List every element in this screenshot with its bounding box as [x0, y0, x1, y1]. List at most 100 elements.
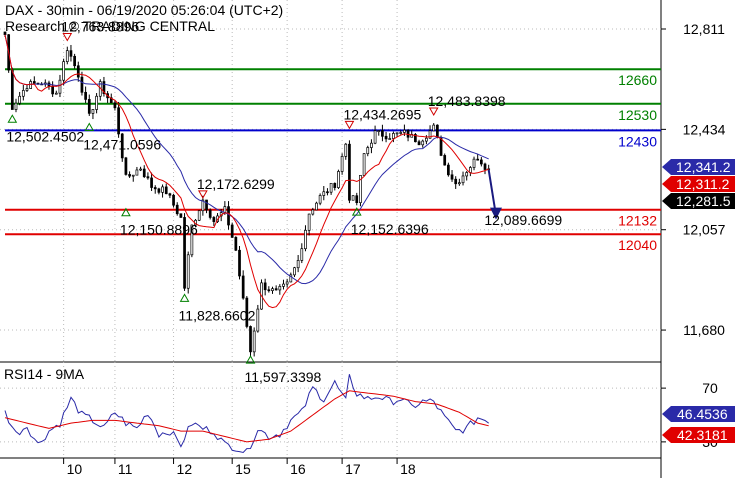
- candle-body: [326, 191, 329, 194]
- candle-body: [234, 237, 238, 251]
- candle-body: [271, 288, 274, 291]
- level-labels: 12660 12530 12430 12132 12040: [618, 72, 657, 253]
- level-label-12132: 12132: [618, 213, 657, 229]
- candle-body: [304, 229, 307, 250]
- candle-body: [172, 194, 175, 206]
- candle-body: [238, 249, 241, 277]
- forecast-arrow-head: [490, 207, 503, 220]
- candle-body: [483, 163, 487, 170]
- candle-body: [197, 210, 201, 221]
- candle-body: [282, 283, 285, 287]
- candle-body: [436, 124, 439, 138]
- annotation-label: 12,172.6299: [197, 176, 275, 192]
- level-label-12040: 12040: [618, 237, 657, 253]
- candle-body: [421, 140, 425, 146]
- candle-body: [62, 61, 65, 81]
- slow-moving-average-line: [4, 34, 489, 285]
- candle-body: [208, 209, 212, 218]
- candle-body: [109, 97, 113, 104]
- price-tick-label: 12,434: [683, 121, 726, 137]
- candle-body: [263, 282, 267, 291]
- candle-body: [95, 95, 98, 110]
- candle-body: [465, 172, 469, 177]
- candle-body: [58, 79, 62, 94]
- time-tick-label: 15: [235, 461, 251, 477]
- candle-body: [230, 224, 234, 238]
- annotation-label: 12,471.0596: [83, 137, 161, 153]
- candle-body: [351, 195, 355, 201]
- high-marker-icon: [428, 107, 439, 117]
- candle-body: [285, 281, 289, 285]
- candle-body: [417, 141, 421, 146]
- annotation-label: 12,502.4502: [6, 128, 84, 144]
- low-marker-icon: [351, 207, 362, 216]
- candle-body: [142, 168, 146, 178]
- candle-body: [124, 157, 128, 175]
- price-axis-ticks: 12,811 12,434 12,057 11,680: [661, 21, 726, 338]
- low-marker-icon: [121, 207, 131, 217]
- candle-body: [212, 217, 216, 222]
- candle-body: [120, 133, 124, 159]
- price-badge-last: [662, 193, 735, 209]
- forecast-arrow: [487, 169, 503, 220]
- candle-body: [278, 286, 282, 291]
- candle-body: [227, 206, 230, 226]
- price-badge-label: 12,341.2: [676, 159, 731, 175]
- candle-body: [157, 188, 161, 193]
- candle-body: [21, 90, 25, 97]
- candle-body: [113, 102, 117, 109]
- rsi-tick-label: 70: [702, 380, 718, 396]
- annotation-label: 12,150.8896: [120, 222, 198, 238]
- candle-body: [388, 138, 392, 140]
- candle-body: [414, 134, 417, 143]
- candle-body: [428, 130, 432, 139]
- candle-body: [128, 174, 131, 177]
- candle-body: [370, 142, 373, 148]
- candle-body: [348, 143, 351, 201]
- candle-body: [307, 213, 311, 231]
- candle-body: [205, 199, 208, 211]
- candle-body: [406, 129, 410, 138]
- candle-body: [355, 195, 359, 203]
- time-tick-label: 16: [290, 461, 306, 477]
- candle-body: [458, 182, 461, 185]
- candle-body: [150, 177, 153, 188]
- high-marker-icon: [198, 190, 208, 199]
- candle-body: [293, 267, 296, 276]
- price-badge-label: 12,311.2: [676, 176, 730, 192]
- annotation-label: 11,597.3398: [245, 369, 322, 385]
- rsi-badge-rsi: [662, 406, 735, 422]
- candle-body: [25, 88, 29, 91]
- price-badge-ma_fast: [662, 176, 735, 192]
- candle-body: [432, 124, 436, 132]
- rsi-moving-average-line: [4, 390, 489, 443]
- candle-body: [186, 254, 190, 289]
- rsi-badges: 46.4536 42.3181: [662, 406, 735, 443]
- chart-title: DAX - 30min - 06/19/2020 05:26:04 (UTC+2…: [5, 2, 283, 18]
- candle-body: [447, 164, 450, 176]
- candle-body: [201, 199, 205, 212]
- candle-body: [403, 129, 406, 133]
- time-axis-ticks: 10 11 12 15 16 17 18: [67, 461, 416, 477]
- candle-body: [139, 168, 142, 171]
- price-badge-ma_slow: [662, 159, 735, 175]
- candle-body: [252, 330, 256, 353]
- rsi-badge-label: 42.3181: [677, 427, 728, 443]
- candle-body: [10, 69, 14, 110]
- annotation-label: 12,434.2695: [343, 106, 421, 122]
- candle-body: [80, 76, 84, 93]
- candle-body: [245, 297, 249, 327]
- candle-body: [392, 133, 395, 139]
- candle-body: [384, 135, 388, 140]
- candle-body: [454, 178, 458, 185]
- candle-body: [373, 130, 377, 144]
- candle-body: [450, 174, 454, 180]
- candle-body: [256, 308, 260, 332]
- candle-body: [395, 132, 399, 135]
- level-label-12660: 12660: [618, 72, 657, 88]
- time-tick-label: 17: [345, 461, 361, 477]
- candle-body: [289, 274, 293, 283]
- candle-body: [333, 182, 337, 188]
- rsi-badge-ma: [662, 427, 735, 443]
